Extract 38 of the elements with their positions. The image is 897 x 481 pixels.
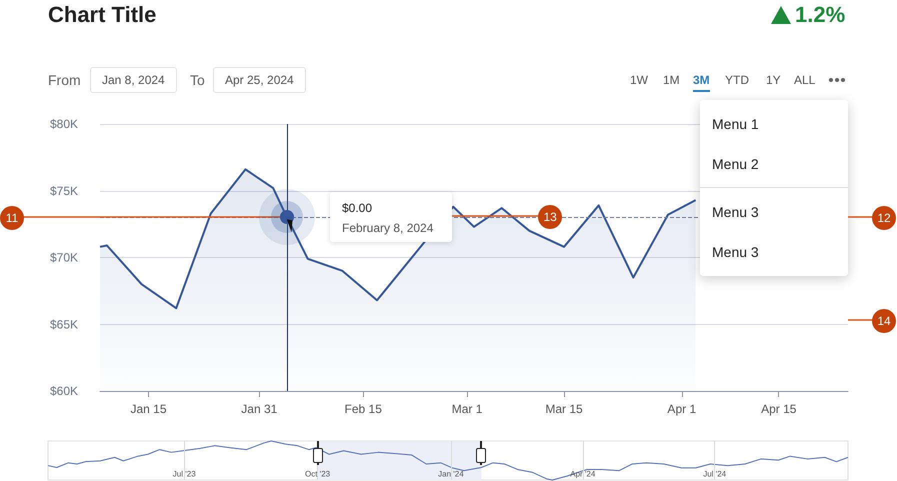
text: YTD [725,73,749,87]
annotation: $0.00 [342,201,372,215]
text: From [48,72,81,88]
annotation: 13 [538,205,562,230]
annotation: Menu 3 [712,244,759,260]
text: 1W [630,73,648,87]
chart-title: Chart Title [48,2,156,28]
text: To [190,72,205,88]
x-tick-label: Jan 31 [241,402,278,416]
annotation: Menu 3 [712,204,759,220]
y-tick-label: $80K [50,117,78,131]
text: 1.2% [795,2,846,28]
y-tick-label: $60K [50,384,78,398]
x-tick-label: Jan '24 [438,470,464,478]
x-tick-label: Mar 15 [545,402,584,416]
x-tick-label: Mar 1 [452,402,483,416]
text: 12 [872,206,896,230]
text: 11 [0,206,24,230]
annotation: February 8, 2024 [342,221,434,235]
text: 14 [872,309,896,333]
text: 3M [693,73,710,92]
text: 1Y [766,73,781,87]
x-tick-label: Jul '23 [172,470,196,478]
text: Jan 8, 2024 [90,67,177,93]
y-tick-label: $70K [50,250,78,264]
x-tick-label: Jan 15 [130,402,167,416]
y-tick-label: $65K [50,317,78,332]
y-tick-label: $75K [50,184,78,198]
x-tick-label: Jul '24 [703,470,727,478]
text: ALL [794,73,816,87]
annotation: Menu 1 [712,116,759,132]
text: 1M [663,73,680,87]
annotation: Menu 2 [712,156,759,172]
x-tick-label: Feb 15 [344,402,382,416]
x-tick-label: Apr 15 [761,402,797,416]
text: Apr 25, 2024 [213,67,306,93]
x-tick-label: Oct '23 [305,470,331,478]
x-tick-label: Apr 1 [667,402,696,416]
